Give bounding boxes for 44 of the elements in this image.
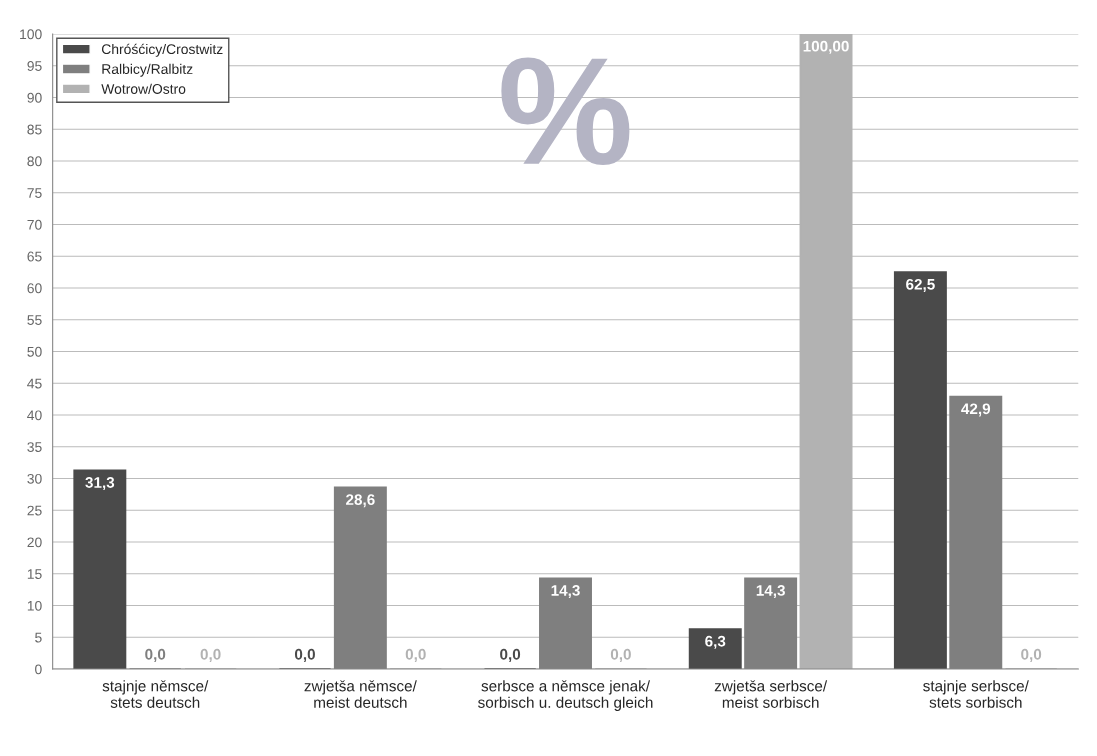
x-tick-label: zwjetša němsce/ meist deutsch xyxy=(304,680,417,708)
y-tick-label: 60 xyxy=(27,283,42,294)
x-tick-label: zwjetša serbsce/ meist sorbisch xyxy=(714,680,828,708)
y-tick-label: 85 xyxy=(27,124,42,135)
y-tick-label: 5 xyxy=(35,632,42,643)
y-tick-label: 30 xyxy=(27,473,42,484)
y-tick-label: 80 xyxy=(27,156,42,167)
data-label: 0,0 xyxy=(500,648,521,662)
y-tick-label: 45 xyxy=(27,378,42,389)
data-label: 100,00 xyxy=(803,40,849,54)
y-tick-label: 15 xyxy=(27,569,42,579)
y-tick-label: 50 xyxy=(27,346,42,357)
data-label: 14,3 xyxy=(551,585,580,599)
data-label: 0,0 xyxy=(200,648,221,662)
y-tick-label: 35 xyxy=(27,442,42,452)
data-label: 28,6 xyxy=(346,494,375,508)
y-tick-label: 65 xyxy=(27,251,42,262)
legend-label: Ralbicy/Ralbitz xyxy=(102,63,193,77)
y-tick-label: 10 xyxy=(27,600,42,611)
x-tick-label: stajnje serbsce/ stets sorbisch xyxy=(923,680,1029,708)
data-label: 14,3 xyxy=(756,585,785,599)
x-tick-label: stajnje němsce/ stets deutsch xyxy=(102,680,209,708)
y-tick-label: 40 xyxy=(27,410,42,421)
data-label: 0,0 xyxy=(405,648,426,662)
data-label: 6,3 xyxy=(705,635,726,649)
x-tick-label: serbsce a němsce jenak/ sorbisch u. deutsch gleich xyxy=(478,680,653,711)
y-tick-label: 55 xyxy=(27,315,42,325)
legend-label: Chróśćicy/Crostwitz xyxy=(101,43,223,57)
data-label: 31,3 xyxy=(85,477,115,491)
y-tick-label: 95 xyxy=(27,61,42,71)
y-tick-label: 70 xyxy=(27,219,42,230)
y-tick-label: 20 xyxy=(27,537,42,548)
data-label: 42,9 xyxy=(961,403,991,417)
y-tick-label: 100 xyxy=(20,29,42,40)
data-label: 62,5 xyxy=(906,278,935,292)
data-label: 0,0 xyxy=(610,648,631,662)
y-tick-label: 90 xyxy=(27,92,42,103)
data-label: 0,0 xyxy=(294,648,315,662)
y-tick-label: 75 xyxy=(27,188,42,198)
data-label: 0,0 xyxy=(145,648,166,662)
legend-label: Wotrow/Ostro xyxy=(101,83,186,94)
y-tick-label: 0 xyxy=(35,664,42,675)
data-label: 0,0 xyxy=(1021,648,1042,662)
y-tick-label: 25 xyxy=(27,505,42,516)
